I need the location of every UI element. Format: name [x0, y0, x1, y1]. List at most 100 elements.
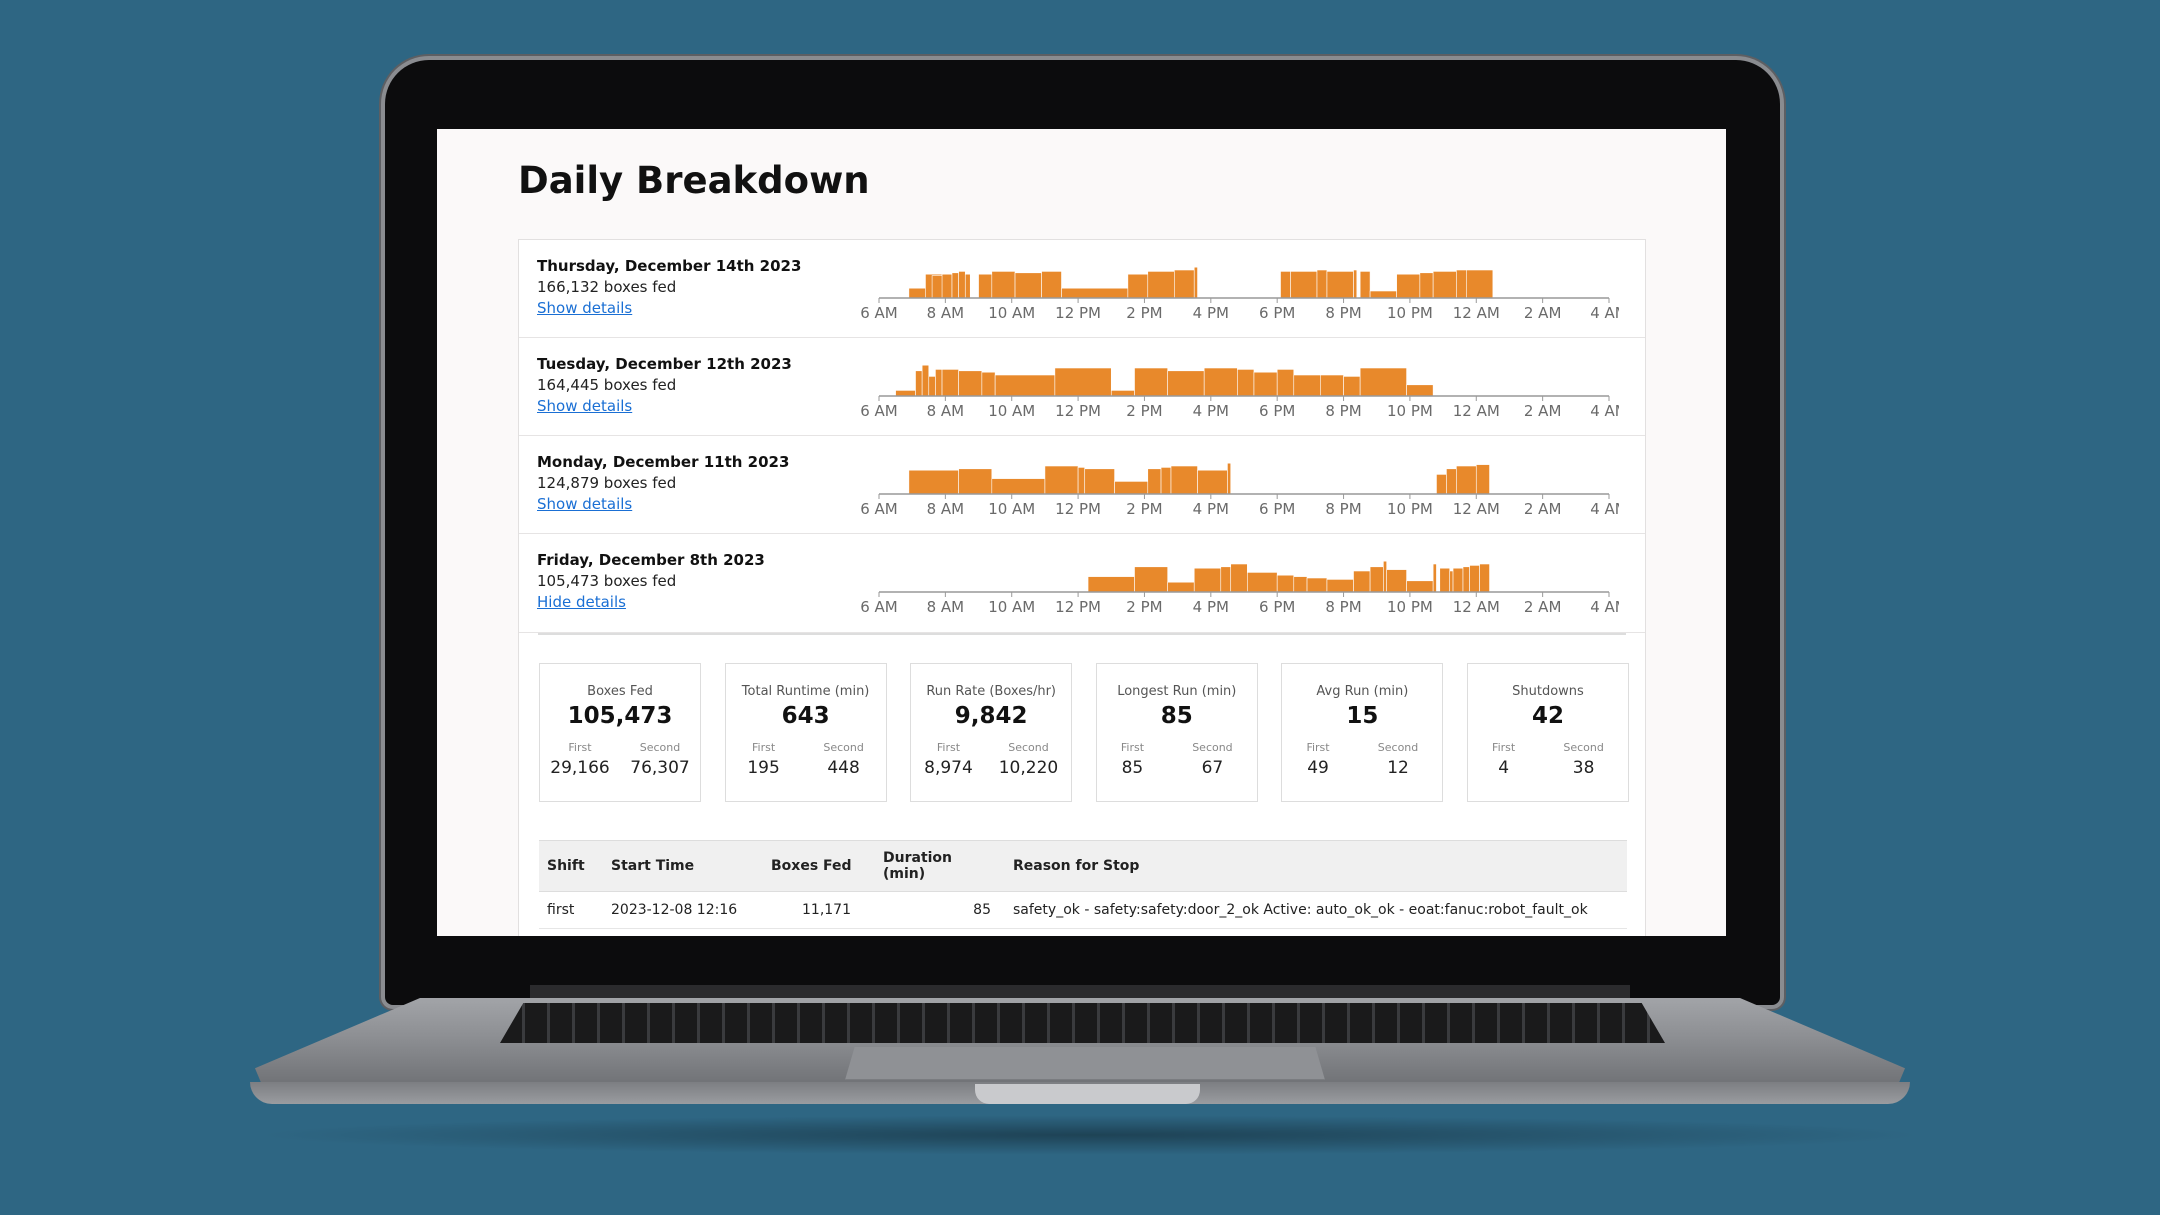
stat-title: Shutdowns [1512, 684, 1584, 699]
activity-bar [964, 273, 971, 299]
stat-first-value: 49 [1307, 758, 1329, 778]
axis-tick-label: 12 AM [1453, 500, 1500, 518]
activity-bar [1343, 376, 1361, 397]
axis-tick-label: 6 PM [1259, 500, 1295, 518]
axis-tick-label: 4 AM [1590, 598, 1619, 616]
axis-tick-label: 12 PM [1055, 598, 1101, 616]
axis-tick-label: 4 PM [1193, 598, 1229, 616]
axis-tick-label: 10 PM [1387, 598, 1433, 616]
activity-bar [1276, 574, 1295, 593]
column-header-duration[interactable]: Duration (min) [875, 840, 1005, 892]
axis-tick-label: 8 AM [927, 304, 965, 322]
stat-title: Run Rate (Boxes/hr) [926, 684, 1057, 699]
stat-second-value: 38 [1572, 758, 1595, 778]
activity-bar [1320, 374, 1344, 397]
axis-tick-label: 12 PM [1055, 304, 1101, 322]
stat-second-label: Second [1563, 741, 1604, 754]
activity-bar [1280, 271, 1291, 299]
activity-bar [1475, 464, 1490, 495]
details-panel: Boxes Fed 105,473 First 29,166 Second 76,3… [519, 633, 1645, 936]
activity-bar [958, 370, 983, 397]
axis-tick-label: 12 AM [1453, 598, 1500, 616]
hide-details-link[interactable]: Hide details [537, 593, 626, 611]
activity-bar [1432, 563, 1437, 593]
show-details-link[interactable]: Show details [537, 397, 633, 415]
stat-first-label: First [752, 741, 776, 754]
activity-bar [1293, 576, 1308, 593]
axis-tick-label: 8 AM [927, 500, 965, 518]
stat-card-boxes-fed: Boxes Fed 105,473 First 29,166 Second 76,3… [539, 663, 701, 802]
show-details-link[interactable]: Show details [537, 299, 633, 317]
stat-second-value: 12 [1387, 758, 1409, 778]
column-header-reason[interactable]: Reason for Stop [1005, 840, 1627, 892]
activity-bar [921, 364, 930, 397]
stat-title: Longest Run (min) [1117, 684, 1237, 699]
activity-bar [1110, 390, 1135, 397]
activity-bar [1084, 468, 1115, 495]
activity-bar [991, 478, 1046, 495]
day-boxes-fed: 166,132 boxes fed [537, 278, 677, 296]
activity-bar [1167, 581, 1195, 593]
activity-bar [951, 272, 959, 299]
activity-bar [1167, 370, 1205, 397]
activity-bar [981, 371, 996, 397]
activity-bar [1253, 371, 1278, 397]
axis-tick-label: 12 PM [1055, 500, 1101, 518]
activity-bar [1359, 271, 1371, 299]
day-boxes-fed: 164,445 boxes fed [537, 376, 677, 394]
axis-tick-label: 6 AM [860, 402, 898, 420]
page-title: Daily Breakdown [518, 159, 870, 202]
day-boxes-fed: 124,879 boxes fed [537, 474, 677, 492]
day-timeline-chart: 6 AM 8 AM 10 AM 12 PM 2 PM 4 PM 6 PM 8 PM 10 PM 1… [860, 462, 1619, 518]
axis-tick-label: 6 AM [860, 500, 898, 518]
stat-second-value: 448 [827, 758, 860, 778]
axis-tick-label: 12 AM [1453, 304, 1500, 322]
axis-tick-label: 6 AM [860, 598, 898, 616]
laptop-keyboard [500, 1003, 1665, 1043]
stat-first-value: 85 [1121, 758, 1144, 778]
stat-breakdown: First 49 Second 12 [1282, 741, 1442, 778]
axis-tick-label: 8 AM [927, 402, 965, 420]
axis-tick-label: 8 PM [1325, 598, 1361, 616]
stat-first-value: 8,974 [924, 758, 973, 778]
activity-bar [1134, 566, 1168, 593]
activity-bar [1353, 269, 1358, 299]
stat-breakdown: First 85 Second 67 [1097, 741, 1257, 778]
activity-bar [1353, 570, 1371, 593]
show-details-link[interactable]: Show details [537, 495, 633, 513]
day-row: Thursday, December 14th 2023 166,132 box… [519, 240, 1645, 338]
activity-bar [1237, 369, 1255, 397]
stat-second-value: 67 [1201, 758, 1224, 778]
stat-card-shutdowns: Shutdowns 42 First 4 Second 38 [1466, 663, 1629, 802]
activity-bar [1014, 272, 1042, 299]
stat-first-value: 29,166 [550, 758, 610, 778]
activity-bar [1359, 367, 1407, 397]
column-header-boxes-fed[interactable]: Boxes Fed [763, 840, 875, 892]
day-timeline-chart: 6 AM 8 AM 10 AM 12 PM 2 PM 4 PM 6 PM 8 PM 10 PM 1… [860, 364, 1619, 420]
column-header-shift[interactable]: Shift [539, 840, 603, 892]
activity-bar [1469, 565, 1480, 593]
axis-tick-label: 12 AM [1453, 402, 1500, 420]
day-timeline-chart: 6 AM 8 AM 10 AM 12 PM 2 PM 4 PM 6 PM 8 PM 10 PM 1… [860, 266, 1619, 322]
axis-tick-label: 2 PM [1126, 304, 1162, 322]
activity-bar [1396, 273, 1421, 299]
axis-tick-label: 4 AM [1590, 500, 1619, 518]
activity-bar [1466, 269, 1494, 299]
activity-bar [958, 468, 993, 495]
day-date: Friday, December 8th 2023 [537, 551, 765, 569]
stat-first-label: First [1492, 741, 1516, 754]
activity-bar [1479, 563, 1490, 593]
stat-second-value: 10,220 [998, 758, 1059, 778]
laptop-trackpad [845, 1047, 1325, 1080]
activity-bar [1247, 572, 1278, 593]
activity-bar [1054, 367, 1112, 397]
axis-tick-label: 10 AM [988, 500, 1035, 518]
stat-first-label: First [1306, 741, 1330, 754]
axis-tick-label: 2 AM [1524, 304, 1562, 322]
axis-tick-label: 8 AM [927, 598, 965, 616]
activity-bar [1439, 567, 1451, 593]
axis-tick-label: 4 PM [1193, 402, 1229, 420]
axis-tick-label: 2 PM [1126, 500, 1162, 518]
axis-tick-label: 6 PM [1259, 402, 1295, 420]
column-header-start-time[interactable]: Start Time [603, 840, 763, 892]
